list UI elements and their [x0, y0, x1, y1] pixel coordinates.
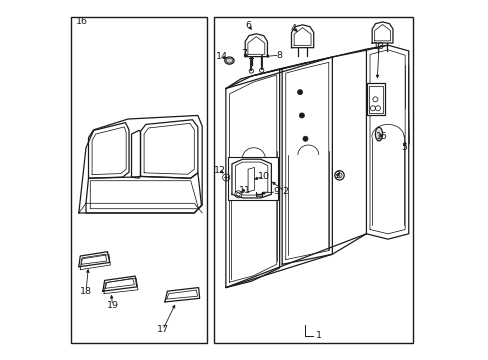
Text: 17: 17: [157, 325, 168, 334]
Text: 10: 10: [258, 172, 270, 181]
Circle shape: [297, 90, 302, 95]
Circle shape: [299, 113, 304, 118]
Text: 1: 1: [316, 332, 322, 341]
Text: 5: 5: [400, 143, 406, 152]
Text: 14: 14: [216, 52, 227, 61]
Text: 7: 7: [240, 49, 246, 58]
Text: 13: 13: [372, 42, 384, 51]
Bar: [366, 83, 384, 116]
Text: 11: 11: [238, 185, 250, 194]
Text: 4: 4: [290, 24, 296, 33]
Bar: [368, 86, 382, 113]
Bar: [214, 17, 412, 343]
Text: 19: 19: [106, 301, 118, 310]
Text: 18: 18: [80, 287, 92, 296]
Text: 3: 3: [333, 171, 339, 180]
Text: 16: 16: [76, 17, 88, 26]
Bar: [70, 17, 206, 343]
Text: 9: 9: [273, 187, 279, 196]
Text: 6: 6: [245, 21, 251, 30]
Text: 8: 8: [276, 51, 282, 60]
Ellipse shape: [224, 57, 234, 64]
Text: 2: 2: [282, 187, 287, 196]
Bar: [227, 157, 277, 200]
Text: 12: 12: [214, 166, 225, 175]
Circle shape: [303, 136, 307, 141]
Ellipse shape: [375, 127, 382, 141]
Text: 15: 15: [375, 132, 386, 141]
